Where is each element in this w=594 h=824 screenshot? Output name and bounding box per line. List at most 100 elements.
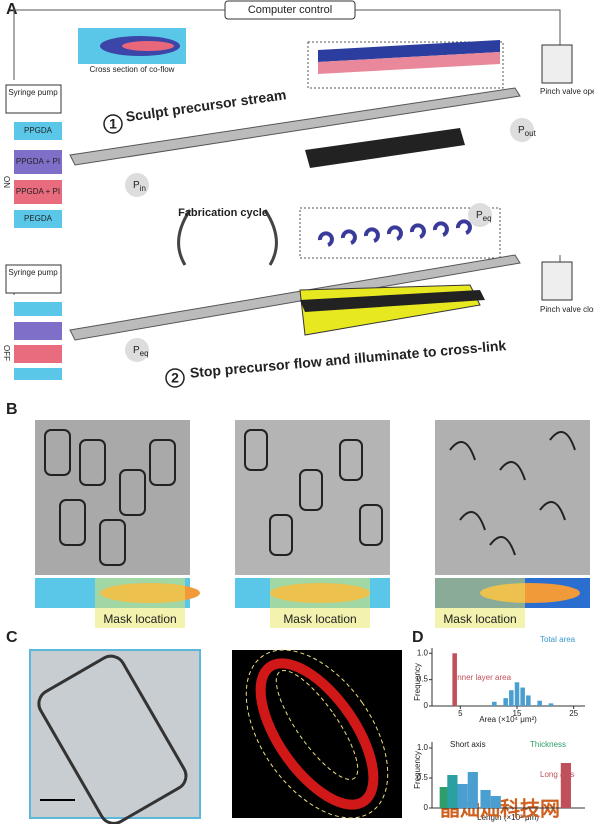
inlet-label: PPGDA	[24, 126, 53, 135]
step-circle	[103, 114, 123, 134]
outline	[245, 649, 389, 819]
step-number: 2	[171, 370, 179, 386]
valve-open: Pinch valve open	[540, 87, 594, 96]
inlet-label: PEGDA	[24, 214, 53, 223]
p-eq: Peq	[476, 210, 492, 223]
panel-label: D	[412, 629, 424, 646]
x-tick-label: 15	[513, 709, 522, 718]
bar	[457, 784, 468, 808]
mask-label: Mask location	[443, 612, 516, 626]
step-number: 1	[109, 116, 117, 132]
particles	[318, 219, 472, 247]
p-sub: eq	[483, 214, 492, 223]
y-tick-label: 0.5	[417, 773, 429, 782]
p-sub: eq	[140, 349, 149, 358]
annotation: Long axis	[540, 770, 574, 779]
inlet-label: PPGDA + PI	[16, 157, 60, 166]
x-axis-label: Length (×10² μm)	[477, 813, 539, 822]
y-axis-label: Frequency	[413, 663, 422, 701]
valve	[541, 44, 573, 84]
annotation: Total area	[540, 635, 576, 644]
y-axis-label: Frequency	[413, 751, 422, 789]
bar	[439, 787, 450, 808]
pressure-icon	[125, 338, 149, 362]
inlet	[14, 368, 62, 380]
p-symbol: P	[518, 125, 525, 136]
p-symbol: P	[133, 180, 140, 191]
bar	[492, 701, 497, 706]
inlet	[14, 180, 62, 204]
on-label: ON	[2, 176, 11, 188]
x-tick-label: 5	[458, 709, 463, 718]
mask	[305, 128, 465, 168]
p-sub: in	[140, 184, 146, 193]
valve	[541, 261, 573, 301]
off-label: OFF	[2, 345, 11, 361]
zoom-box	[307, 41, 504, 89]
cycle-label: Fabrication cycle	[178, 207, 268, 219]
micrograph	[29, 649, 201, 819]
step-text: Stop precursor flow and illuminate to cr…	[189, 337, 507, 381]
inlet	[14, 345, 62, 363]
inlet	[14, 302, 62, 316]
bar	[447, 775, 458, 808]
particle	[37, 654, 188, 824]
x-tick-label: 25	[569, 709, 578, 718]
pump-label: Syringe pump	[8, 88, 58, 97]
bar	[548, 703, 554, 706]
blue-stream	[318, 40, 500, 62]
panel-label: C	[6, 629, 18, 646]
step-text: Sculpt precursor stream	[125, 86, 287, 124]
x-axis-label: Area (×10⁴ μm²)	[479, 715, 537, 724]
cycle-text: Fabrication cycle	[178, 207, 268, 219]
p-out: Pout	[518, 125, 537, 138]
cycle-arrow	[177, 209, 278, 266]
micrographs	[35, 420, 590, 628]
pink-stream	[318, 52, 500, 74]
inlet	[14, 322, 62, 340]
bar	[509, 690, 514, 706]
panel-label: A	[6, 1, 18, 18]
bar	[560, 763, 571, 808]
p-symbol: P	[476, 210, 483, 221]
pump-box	[5, 84, 62, 114]
bar	[480, 790, 491, 808]
y-tick-label: 0.5	[417, 675, 429, 684]
bar	[520, 687, 525, 706]
bar	[503, 698, 508, 706]
annotation: Thickness	[530, 740, 566, 749]
valve-closed: Pinch valve closed	[540, 305, 594, 314]
red-signal	[255, 658, 379, 810]
pump-box	[5, 264, 62, 294]
inlet	[14, 122, 62, 140]
p-symbol: P	[133, 345, 140, 356]
pressure-icon	[468, 203, 492, 227]
cross-section-label: Cross section of co-flow	[90, 65, 175, 74]
channel	[69, 254, 521, 341]
y-tick-label: 1.0	[417, 648, 429, 657]
annotation: Short axis	[450, 740, 486, 749]
y-tick-label: 0	[424, 701, 429, 710]
bar	[537, 700, 542, 706]
inlet	[14, 210, 62, 228]
bar	[452, 653, 457, 706]
pressure-icon	[125, 173, 149, 197]
p-in: Pin	[133, 180, 146, 193]
zoom-box	[299, 207, 501, 259]
channel	[69, 87, 521, 166]
annotation: Inner layer area	[455, 673, 512, 682]
mask	[300, 290, 485, 312]
mask-label: Mask location	[283, 612, 356, 626]
bar	[514, 682, 520, 706]
connector	[13, 9, 561, 295]
inlet-label: PPGDA + PI	[16, 187, 60, 196]
y-tick-label: 1.0	[417, 743, 429, 752]
step-circle	[165, 368, 185, 388]
bar	[467, 772, 478, 808]
bar	[526, 695, 531, 706]
panel-label: B	[6, 401, 18, 418]
inlet	[14, 150, 62, 174]
pump-label: Syringe pump	[8, 268, 58, 277]
